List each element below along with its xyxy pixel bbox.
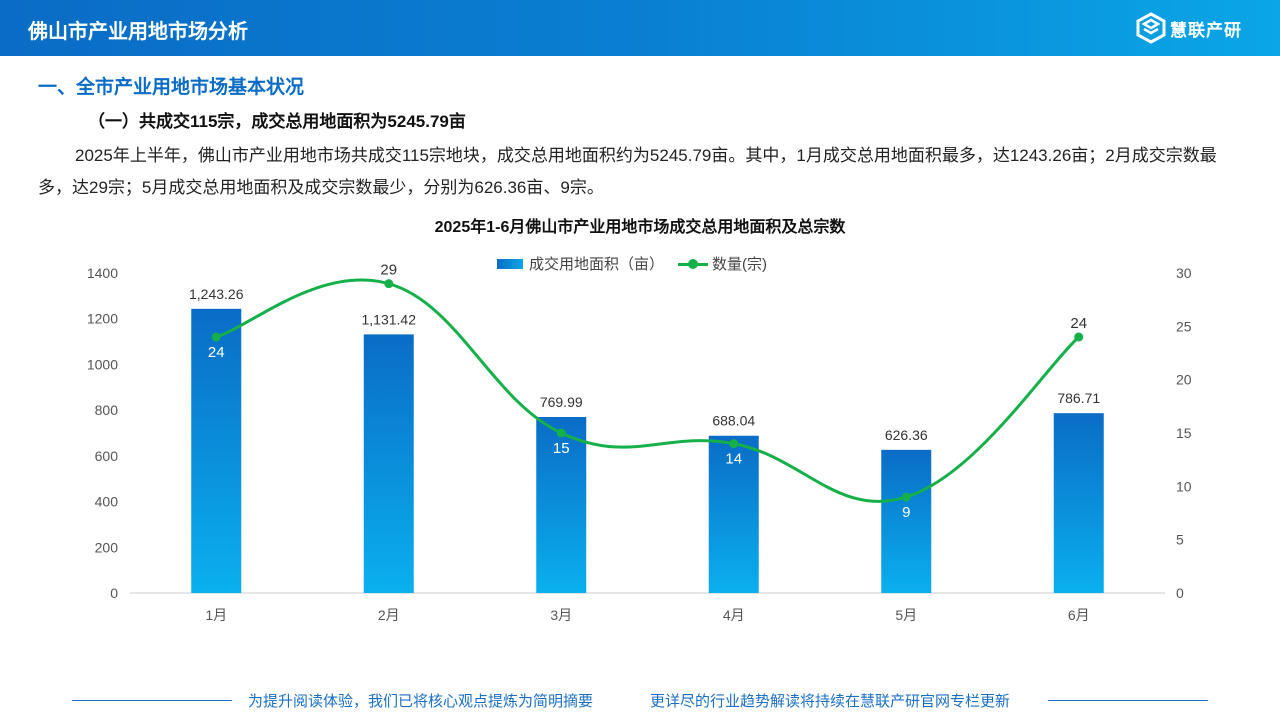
x-tick-label: 6月 — [1068, 607, 1090, 623]
count-point — [211, 332, 221, 342]
bar-value-label: 769.99 — [540, 394, 583, 410]
count-value-label: 14 — [725, 451, 742, 468]
x-tick-label: 5月 — [895, 607, 917, 623]
legend-bar-swatch — [497, 258, 523, 269]
left-tick-label: 800 — [95, 402, 119, 418]
right-tick-label: 5 — [1176, 532, 1184, 548]
brand-logo: 慧联产研 — [1136, 12, 1242, 44]
bar — [881, 449, 932, 593]
left-tick-label: 0 — [110, 585, 118, 601]
right-tick-label: 15 — [1176, 425, 1192, 441]
x-tick-label: 3月 — [550, 607, 572, 623]
section-subheading: （一）共成交115宗，成交总用地面积为5245.79亩 — [88, 112, 466, 131]
bar-value-label: 1,243.26 — [189, 286, 244, 302]
logo-text: 慧联产研 — [1170, 20, 1242, 40]
bar — [363, 334, 414, 593]
chart-title: 2025年1-6月佛山市产业用地市场成交总用地面积及总宗数 — [434, 219, 846, 236]
x-tick-label: 1月 — [205, 607, 227, 623]
count-point — [556, 428, 566, 438]
section-heading: 一、全市产业用地市场基本状况 — [38, 77, 305, 98]
left-tick-label: 1400 — [87, 265, 118, 281]
right-tick-label: 0 — [1176, 585, 1184, 601]
summary-paragraph: 2025年上半年，佛山市产业用地市场共成交115宗地块，成交总用地面积约为524… — [38, 146, 1217, 197]
count-point — [384, 279, 394, 289]
count-point — [1074, 332, 1084, 342]
footer-divider-right — [1048, 700, 1208, 701]
chart-legend: 成交用地面积（亩） 数量(宗) — [497, 253, 767, 274]
right-tick-label: 30 — [1176, 265, 1192, 281]
header-bar: 佛山市产业用地市场分析 慧联产研 — [0, 0, 1280, 56]
footer-note-left: 为提升阅读体验，我们已将核心观点提炼为简明摘要 — [248, 693, 594, 710]
count-value-label: 29 — [380, 262, 397, 279]
left-tick-label: 200 — [95, 539, 119, 555]
bar-value-label: 626.36 — [885, 427, 928, 443]
right-tick-label: 25 — [1176, 318, 1192, 334]
count-point — [901, 492, 911, 502]
footer-note-right: 更详尽的行业趋势解读将持续在慧联产研官网专栏更新 — [650, 693, 1011, 710]
legend-line-label: 数量(宗) — [712, 256, 768, 273]
x-tick-label: 4月 — [723, 607, 745, 623]
legend-bar-label: 成交用地面积（亩） — [529, 256, 665, 273]
bar — [191, 308, 242, 593]
footer: 为提升阅读体验，我们已将核心观点提炼为简明摘要 更详尽的行业趋势解读将持续在慧联… — [0, 690, 1280, 714]
left-tick-label: 1000 — [87, 356, 118, 372]
left-tick-label: 400 — [95, 494, 119, 510]
page-title: 佛山市产业用地市场分析 — [28, 21, 248, 43]
bar-value-label: 786.71 — [1057, 390, 1100, 406]
count-line — [215, 278, 1080, 503]
count-value-label: 24 — [208, 344, 225, 361]
right-tick-label: 20 — [1176, 372, 1192, 388]
cube-logo-icon — [1136, 12, 1166, 44]
bar-value-label: 1,131.42 — [362, 311, 417, 327]
count-value-label: 24 — [1070, 315, 1087, 332]
bar — [1053, 413, 1104, 593]
right-tick-label: 10 — [1176, 478, 1192, 494]
count-point — [729, 439, 739, 449]
left-tick-label: 1200 — [87, 311, 118, 327]
legend-line-swatch — [678, 257, 709, 271]
x-tick-label: 2月 — [378, 607, 400, 623]
bar — [708, 435, 759, 593]
bar-value-label: 688.04 — [712, 413, 755, 429]
left-tick-label: 600 — [95, 448, 119, 464]
footer-divider-left — [72, 700, 232, 701]
bar — [536, 417, 587, 593]
count-value-label: 9 — [902, 504, 910, 521]
count-value-label: 15 — [553, 440, 570, 457]
